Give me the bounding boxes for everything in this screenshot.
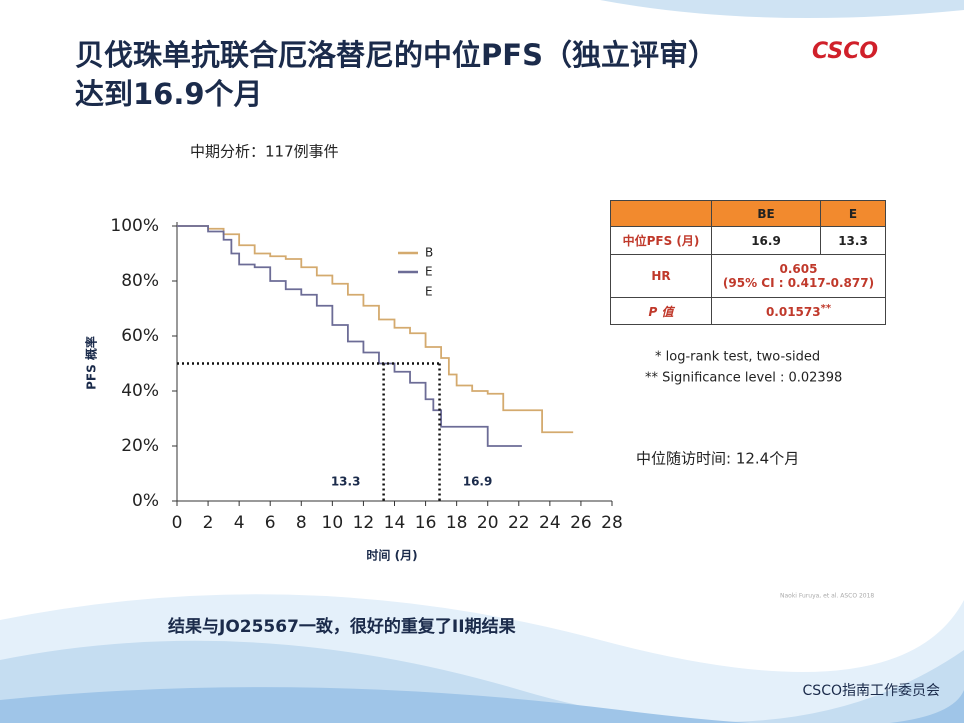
footnote: ** Significance level : 0.02398 xyxy=(645,371,842,386)
survival-curve xyxy=(177,225,574,434)
results-table: BE E 中位PFS (月) 16.9 13.3 HR 0.605 (95% CI… xyxy=(610,200,886,325)
table-header: BE xyxy=(711,200,821,227)
x-tick-label: 26 xyxy=(570,513,592,533)
x-tick-label: 28 xyxy=(601,513,623,533)
x-tick-label: 10 xyxy=(322,513,344,533)
median-label: 13.3 xyxy=(331,475,361,489)
legend-label: E xyxy=(425,265,433,279)
followup: 中位随访时间: 12.4个月 xyxy=(636,450,799,468)
footer: CSCO指南工作委员会 xyxy=(803,683,940,699)
y-axis-label: PFS 概率 xyxy=(84,336,99,390)
x-tick-label: 6 xyxy=(265,513,276,533)
citation: Naoki Furuya, et al. ASCO 2018 xyxy=(780,593,874,600)
y-tick-label: 0% xyxy=(132,491,159,511)
survival-curve xyxy=(177,225,522,447)
x-tick-label: 8 xyxy=(296,513,307,533)
x-tick-label: 0 xyxy=(172,513,183,533)
footnote: * log-rank test, two-sided xyxy=(655,350,820,365)
y-tick-label: 20% xyxy=(121,436,159,456)
title: 达到16.9个月 xyxy=(75,77,263,111)
hr-value: 0.605 xyxy=(779,262,818,276)
table-cell: 中位PFS (月) xyxy=(610,226,712,255)
table-cell: 0.01573** xyxy=(711,297,886,325)
legend-label: B xyxy=(425,246,433,260)
median-label: 16.9 xyxy=(463,475,493,489)
x-tick-label: 12 xyxy=(353,513,375,533)
logo: CSCO xyxy=(812,39,878,64)
p-note: ** xyxy=(820,303,832,314)
x-tick-label: 2 xyxy=(203,513,214,533)
y-tick-label: 80% xyxy=(121,271,159,291)
x-tick-label: 18 xyxy=(446,513,468,533)
hr-ci: (95% CI : 0.417-0.877) xyxy=(722,276,875,290)
x-tick-label: 20 xyxy=(477,513,499,533)
x-tick-label: 24 xyxy=(539,513,561,533)
y-tick-label: 100% xyxy=(110,216,159,236)
decor-wave xyxy=(0,687,964,723)
table-cell: HR xyxy=(610,254,712,298)
table-cell: 0.605 (95% CI : 0.417-0.877) xyxy=(711,254,886,298)
y-tick-label: 40% xyxy=(121,381,159,401)
legend-label: E xyxy=(425,285,433,299)
title: 贝伐珠单抗联合厄洛替尼的中位PFS（独立评审） xyxy=(75,38,717,72)
x-tick-label: 14 xyxy=(384,513,406,533)
table-cell: P 值 xyxy=(610,297,712,325)
x-axis-label: 时间 (月) xyxy=(366,548,417,563)
x-tick-label: 4 xyxy=(234,513,245,533)
decor-wave xyxy=(600,0,964,18)
conclusion: 结果与JO25567一致，很好的重复了II期结果 xyxy=(168,616,516,637)
table-cell xyxy=(610,200,712,227)
table-cell: 13.3 xyxy=(820,226,886,255)
table-cell: 16.9 xyxy=(711,226,821,255)
x-tick-label: 22 xyxy=(508,513,530,533)
subtitle: 中期分析：117例事件 xyxy=(190,143,339,161)
y-tick-label: 60% xyxy=(121,326,159,346)
x-tick-label: 16 xyxy=(415,513,437,533)
p-value: 0.01573 xyxy=(765,305,821,319)
table-header: E xyxy=(820,200,886,227)
